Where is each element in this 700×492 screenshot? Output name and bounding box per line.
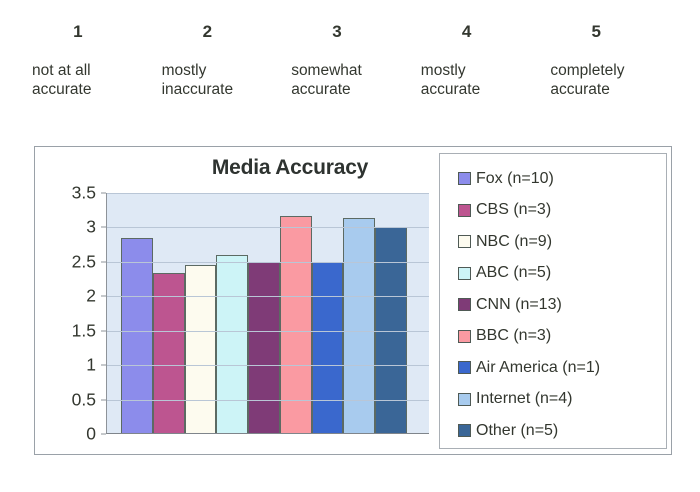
legend-label: Other (n=5) [476,421,559,439]
legend-label: NBC (n=9) [476,232,553,250]
bar-fox [121,237,153,433]
chart-legend: Fox (n=10) CBS (n=3) NBC (n=9) ABC (n=5) CNN… [439,153,667,449]
legend-swatch-icon [458,392,471,406]
legend-swatch-icon [458,424,471,438]
legend-item: NBC (n=9) [458,226,666,258]
chart-title: Media Accuracy [211,156,369,179]
legend-label: Internet (n=4) [476,390,573,408]
bar-cnn [248,261,280,433]
scale-description: completely accurate [550,62,625,98]
scale-column-1: 1 not at all accurate [28,22,158,99]
legend-label: CNN (n=13) [476,295,562,313]
legend-label: Fox (n=10) [476,169,554,187]
legend-item: ABC (n=5) [458,258,666,290]
scale-description: mostly inaccurate [161,62,234,98]
gridline [107,193,429,194]
scale-column-3: 3 somewhat accurate [287,22,417,99]
scale-description: somewhat accurate [291,62,362,98]
accuracy-scale-header: 1 not at all accurate 2 mostly inaccurate 3 s… [28,22,676,99]
bar-series [107,193,429,433]
y-axis-tick-mark [101,364,106,366]
legend-item: BBC (n=3) [458,321,666,353]
legend-swatch-icon [458,361,471,375]
gridline [107,296,429,298]
y-axis-tick-mark [101,330,106,332]
plot-wrapper: 0 0.5 1 1.5 2 2.5 3 3.5 [57,183,429,444]
y-axis-tick-mark [101,295,106,297]
y-axis-tick-mark [101,192,106,194]
legend-swatch-icon [458,266,471,280]
scale-number: 5 [591,22,601,41]
bar-cbs [152,273,185,433]
bar-bbc [279,215,312,433]
gridline [107,365,429,367]
legend-label: BBC (n=3) [476,327,552,345]
bar-abc [216,254,249,433]
legend-item: Air America (n=1) [458,352,666,384]
y-axis-tick-label: 3 [86,216,96,237]
y-axis-tick-label: 1 [86,354,96,375]
y-axis-tick-mark [101,399,106,401]
legend-label: CBS (n=3) [476,201,552,219]
legend-label: ABC (n=5) [476,264,552,282]
y-axis-tick-label: 2.5 [71,251,96,272]
scale-description: mostly accurate [420,62,481,98]
legend-swatch-icon [458,203,471,217]
y-axis: 0 0.5 1 1.5 2 2.5 3 3.5 [57,183,106,444]
y-axis-tick-label: 0.5 [71,389,96,410]
y-axis-tick-mark [101,433,106,435]
bar-nbc [184,265,217,433]
legend-item: Fox (n=10) [458,163,666,195]
y-axis-tick-mark [101,226,106,228]
y-axis-tick-mark [101,261,106,263]
scale-column-5: 5 completely accurate [546,22,676,99]
chart-frame: Media Accuracy 0 0.5 1 1.5 2 2.5 3 3.5 Fox (n=1… [34,146,672,455]
gridline [107,227,429,229]
legend-swatch-icon [458,235,471,249]
gridline [107,399,429,401]
y-axis-tick-label: 0 [86,423,96,444]
scale-description: not at all accurate [32,62,92,98]
bar-internet [343,218,376,433]
y-axis-tick-label: 3.5 [71,182,96,203]
legend-label: Air America (n=1) [476,358,601,376]
y-axis-tick-label: 1.5 [71,320,96,341]
scale-column-2: 2 mostly inaccurate [158,22,288,99]
plot-area [106,193,429,434]
legend-item: Other (n=5) [458,415,666,447]
gridline [107,261,429,263]
legend-swatch-icon [458,329,471,343]
chart-inner: Media Accuracy 0 0.5 1 1.5 2 2.5 3 3.5 Fox (n=1… [35,147,671,454]
scale-number: 2 [202,22,213,41]
legend-item: Internet (n=4) [458,384,666,416]
legend-item: CNN (n=13) [458,289,666,321]
bar-air [311,261,344,433]
scale-number: 4 [461,22,472,41]
legend-swatch-icon [458,172,471,186]
scale-column-4: 4 mostly accurate [417,22,547,99]
gridline [107,330,429,332]
y-axis-tick-label: 2 [86,285,96,306]
scale-number: 3 [332,22,342,41]
scale-number: 1 [73,22,83,41]
legend-item: CBS (n=3) [458,195,666,227]
legend-swatch-icon [458,298,471,312]
